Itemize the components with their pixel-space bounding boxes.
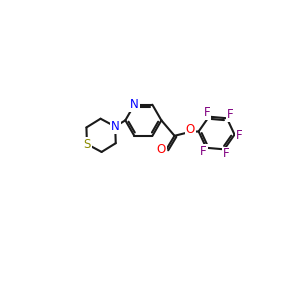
Text: F: F	[223, 148, 230, 160]
Text: S: S	[83, 138, 91, 151]
Text: O: O	[157, 143, 166, 156]
Text: O: O	[186, 123, 195, 136]
Text: F: F	[203, 106, 210, 118]
Text: F: F	[236, 128, 243, 142]
Text: N: N	[111, 120, 120, 133]
Text: F: F	[200, 146, 207, 158]
Text: N: N	[130, 98, 139, 111]
Text: F: F	[226, 108, 233, 121]
